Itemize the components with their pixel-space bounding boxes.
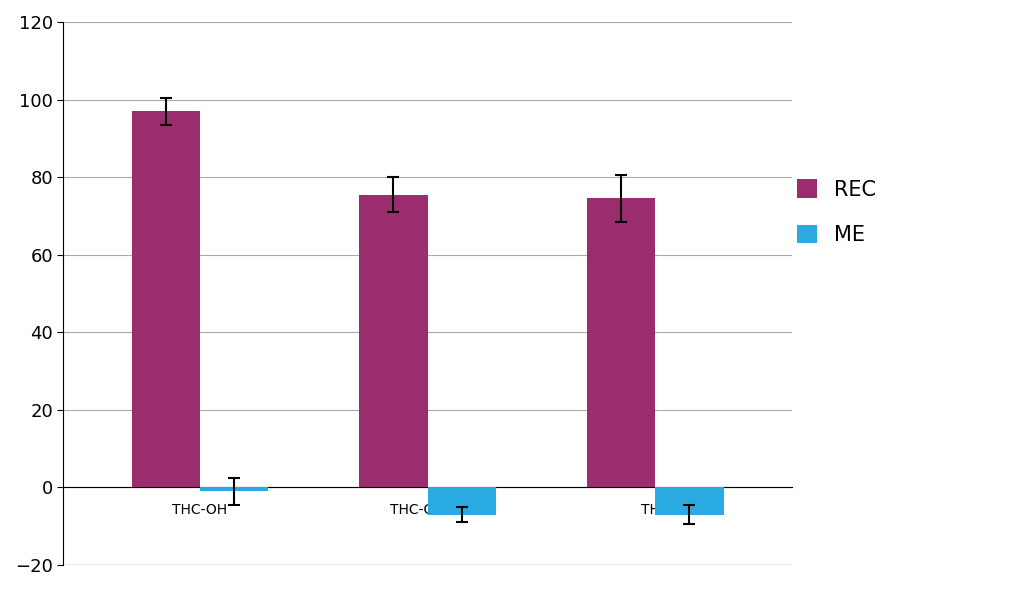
Bar (360, 194, 427, 488)
Bar (132, 111, 200, 488)
Bar (587, 199, 655, 488)
Bar (427, 488, 496, 515)
Legend: REC, ME: REC, ME (796, 179, 876, 245)
Bar (655, 488, 724, 515)
Bar (200, 488, 268, 491)
